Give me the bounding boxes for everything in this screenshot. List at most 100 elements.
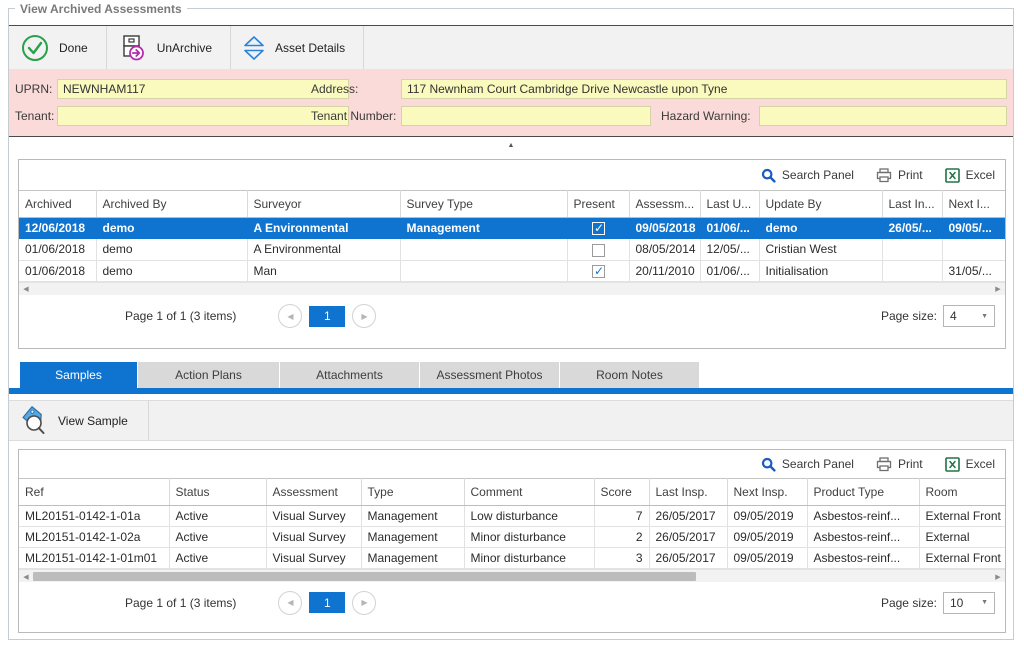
table-row[interactable]: 12/06/2018demoA EnvironmentalManagement0… bbox=[19, 218, 1005, 239]
column-header[interactable]: Type bbox=[361, 479, 464, 506]
column-header[interactable]: Next Insp. bbox=[727, 479, 807, 506]
hazard-warning-label: Hazard Warning: bbox=[661, 106, 751, 126]
unarchive-icon bbox=[119, 34, 147, 62]
dropdown-caret-icon: ▼ bbox=[981, 599, 988, 606]
print-label: Print bbox=[898, 168, 923, 182]
tab-label: Attachments bbox=[316, 368, 383, 382]
excel-button[interactable]: Excel bbox=[945, 168, 995, 183]
column-header[interactable]: Survey Type bbox=[400, 191, 567, 218]
view-sample-button[interactable]: View Sample bbox=[9, 401, 149, 440]
tab-attachments[interactable]: Attachments bbox=[279, 362, 419, 388]
tab-action-plans[interactable]: Action Plans bbox=[137, 362, 279, 388]
hazard-warning-input[interactable] bbox=[759, 106, 1007, 126]
present-checkbox[interactable] bbox=[592, 244, 605, 257]
table-row[interactable]: ML20151-0142-1-01m01ActiveVisual SurveyM… bbox=[19, 548, 1005, 569]
tenant-input[interactable] bbox=[57, 106, 349, 126]
tab-room-notes[interactable]: Room Notes bbox=[559, 362, 699, 388]
column-header[interactable]: Assessment bbox=[266, 479, 361, 506]
address-input[interactable] bbox=[401, 79, 1007, 99]
page-size-select[interactable]: 4 ▼ bbox=[943, 305, 995, 327]
column-header[interactable]: Archived bbox=[19, 191, 96, 218]
page-size-label: Page size: bbox=[881, 309, 937, 323]
samples-grid-panel: Search Panel Print Excel RefStatusAssess… bbox=[18, 449, 1006, 633]
search-panel-label: Search Panel bbox=[782, 457, 854, 471]
table-row[interactable]: ML20151-0142-1-01aActiveVisual SurveyMan… bbox=[19, 506, 1005, 527]
present-checkbox[interactable] bbox=[592, 265, 605, 278]
page-size-value: 10 bbox=[950, 596, 963, 610]
next-page-button[interactable]: ▶ bbox=[352, 304, 376, 328]
uprn-input[interactable] bbox=[57, 79, 349, 99]
sample-tag-magnifier-icon bbox=[21, 406, 49, 436]
table-row[interactable]: 01/06/2018demoMan20/11/201001/06/...Init… bbox=[19, 260, 1005, 281]
samples-pager: Page 1 of 1 (3 items) ◀ 1 ▶ Page size: 1… bbox=[19, 582, 1005, 623]
view-sample-label: View Sample bbox=[58, 414, 128, 428]
scroll-left-icon[interactable]: ◀ bbox=[19, 570, 33, 583]
excel-icon bbox=[945, 168, 960, 183]
assessments-grid-actions: Search Panel Print Excel bbox=[19, 160, 1005, 190]
column-header[interactable]: Assessm... bbox=[629, 191, 700, 218]
tab-label: Room Notes bbox=[596, 368, 663, 382]
asset-summary-form: UPRN: Address: Tenant: Tenant Number: Ha… bbox=[9, 69, 1013, 137]
column-header[interactable]: Room bbox=[919, 479, 1005, 506]
column-header[interactable]: Product Type bbox=[807, 479, 919, 506]
column-header[interactable]: Comment bbox=[464, 479, 594, 506]
page-summary: Page 1 of 1 (3 items) bbox=[125, 309, 236, 323]
tenant-label: Tenant: bbox=[15, 106, 54, 126]
print-button[interactable]: Print bbox=[876, 457, 923, 472]
scroll-right-icon[interactable]: ▶ bbox=[991, 570, 1005, 583]
print-button[interactable]: Print bbox=[876, 168, 923, 183]
samples-horizontal-scrollbar[interactable]: ◀ ▶ bbox=[19, 569, 1005, 582]
tab-assessment-photos[interactable]: Assessment Photos bbox=[419, 362, 559, 388]
scroll-right-icon[interactable]: ▶ bbox=[991, 283, 1005, 296]
table-row[interactable]: 01/06/2018demoA Environmental08/05/20141… bbox=[19, 239, 1005, 260]
asset-details-label: Asset Details bbox=[275, 41, 345, 55]
column-header[interactable]: Score bbox=[594, 479, 649, 506]
excel-button[interactable]: Excel bbox=[945, 457, 995, 472]
asset-details-icon bbox=[243, 35, 265, 61]
prev-page-button[interactable]: ◀ bbox=[278, 304, 302, 328]
table-row[interactable]: ML20151-0142-1-02aActiveVisual SurveyMan… bbox=[19, 527, 1005, 548]
assessments-grid-panel: Search Panel Print Excel ArchivedArchive… bbox=[18, 159, 1006, 349]
scroll-left-icon[interactable]: ◀ bbox=[19, 283, 33, 296]
search-panel-button[interactable]: Search Panel bbox=[761, 168, 854, 183]
column-header[interactable]: Next I... bbox=[942, 191, 1005, 218]
assessments-horizontal-scrollbar[interactable]: ◀ ▶ bbox=[19, 282, 1005, 295]
tab-label: Assessment Photos bbox=[436, 368, 542, 382]
tenant-number-input[interactable] bbox=[401, 106, 651, 126]
next-page-button[interactable]: ▶ bbox=[352, 591, 376, 615]
asset-details-button[interactable]: Asset Details bbox=[231, 26, 364, 69]
samples-toolbar: View Sample bbox=[9, 400, 1013, 441]
page-size-label: Page size: bbox=[881, 596, 937, 610]
column-header[interactable]: Archived By bbox=[96, 191, 247, 218]
search-icon bbox=[761, 168, 776, 183]
prev-page-button[interactable]: ◀ bbox=[278, 591, 302, 615]
tab-label: Action Plans bbox=[175, 368, 242, 382]
unarchive-button[interactable]: UnArchive bbox=[107, 26, 231, 69]
scrollbar-thumb[interactable] bbox=[33, 572, 696, 581]
column-header[interactable]: Update By bbox=[759, 191, 882, 218]
column-header[interactable]: Last In... bbox=[882, 191, 942, 218]
print-label: Print bbox=[898, 457, 923, 471]
print-icon bbox=[876, 457, 892, 472]
column-header[interactable]: Status bbox=[169, 479, 266, 506]
group-box: View Archived Assessments Done bbox=[8, 8, 1014, 640]
collapse-splitter[interactable]: ▲ bbox=[9, 138, 1013, 153]
present-checkbox[interactable] bbox=[592, 222, 605, 235]
collapse-arrow-icon: ▲ bbox=[508, 142, 515, 149]
excel-icon bbox=[945, 457, 960, 472]
column-header[interactable]: Last Insp. bbox=[649, 479, 727, 506]
column-header[interactable]: Last U... bbox=[700, 191, 759, 218]
page-number-button[interactable]: 1 bbox=[309, 592, 345, 613]
search-panel-button[interactable]: Search Panel bbox=[761, 457, 854, 472]
page-number-button[interactable]: 1 bbox=[309, 306, 345, 327]
assessments-table: ArchivedArchived BySurveyorSurvey TypePr… bbox=[19, 190, 1005, 282]
print-icon bbox=[876, 168, 892, 183]
column-header[interactable]: Ref bbox=[19, 479, 169, 506]
column-header[interactable]: Surveyor bbox=[247, 191, 400, 218]
page-summary: Page 1 of 1 (3 items) bbox=[125, 596, 236, 610]
page-size-select[interactable]: 10 ▼ bbox=[943, 592, 995, 614]
tab-samples[interactable]: Samples bbox=[20, 362, 137, 388]
done-button[interactable]: Done bbox=[9, 26, 107, 69]
dropdown-caret-icon: ▼ bbox=[981, 313, 988, 320]
column-header[interactable]: Present bbox=[567, 191, 629, 218]
